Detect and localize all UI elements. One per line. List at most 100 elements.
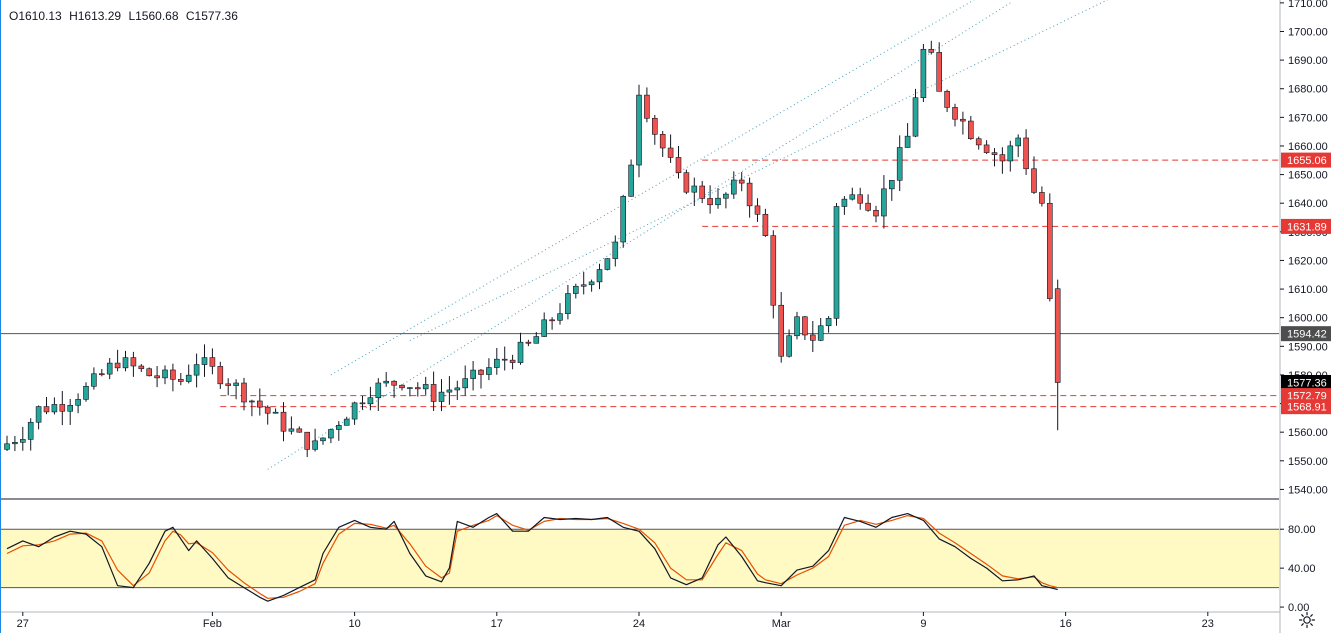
candle — [217, 361, 224, 389]
candle-body — [83, 385, 89, 400]
time-tick-label: Feb — [203, 618, 222, 630]
candle — [730, 171, 737, 199]
candle-body — [541, 319, 548, 337]
candle-body — [636, 94, 642, 166]
candle-body — [391, 380, 397, 386]
candle — [375, 378, 382, 411]
candle — [533, 332, 540, 344]
candle-body — [1054, 288, 1061, 383]
candle — [833, 203, 840, 326]
candle-body — [991, 152, 998, 155]
price-tick-label: 1540.00 — [1288, 484, 1328, 496]
candle-body — [343, 418, 350, 426]
time-tick-label: 16 — [1059, 618, 1071, 630]
candle — [233, 379, 239, 400]
candle — [106, 358, 113, 380]
stoch-band — [1, 529, 1279, 588]
candle-body — [122, 357, 129, 369]
candle-body — [185, 374, 192, 382]
candle — [67, 398, 73, 425]
candle — [754, 198, 761, 222]
candle — [1023, 129, 1029, 175]
price-tick-label: 1550.00 — [1288, 456, 1328, 468]
candle — [264, 405, 271, 425]
candle-body — [770, 235, 777, 306]
candle — [628, 159, 634, 197]
candle — [802, 316, 808, 341]
candle — [399, 384, 405, 391]
candle-body — [580, 284, 587, 287]
candle — [114, 349, 121, 372]
candle-body — [920, 48, 927, 99]
candle-body — [462, 378, 469, 389]
candle-body — [12, 441, 18, 445]
candle — [335, 421, 342, 441]
candle-body — [762, 213, 769, 236]
candle — [1031, 156, 1037, 194]
price-axis[interactable]: 1540.001550.001560.001570.001580.001590.… — [1279, 0, 1331, 633]
candle-body — [778, 304, 785, 357]
candle-body — [651, 117, 658, 135]
candle — [762, 208, 769, 237]
candle-body — [217, 366, 224, 385]
candle-body — [723, 193, 729, 199]
candle — [320, 437, 326, 445]
time-axis[interactable]: 27 Feb 10 17 24 Mar 9 16 23 — [1, 611, 1280, 630]
price-label-ref: 1594.42 — [1281, 326, 1331, 342]
price-tick-label: 1710.00 — [1288, 0, 1328, 10]
ohlc-legend: O1610.13 H1613.29 L1560.68 C1577.36 — [9, 9, 242, 23]
candle-body — [470, 369, 476, 379]
candle — [794, 311, 800, 340]
candle-body — [106, 362, 113, 375]
candle-body — [865, 202, 871, 211]
candle-body — [375, 382, 382, 398]
price-pane[interactable] — [1, 0, 1279, 500]
candle-body — [683, 172, 690, 193]
candle — [154, 366, 160, 388]
candle-body — [335, 425, 342, 430]
candle — [27, 418, 34, 451]
candle-body — [967, 120, 974, 140]
candle — [620, 194, 627, 248]
candle — [999, 147, 1006, 174]
candle-body — [138, 365, 145, 370]
candle-body — [1039, 192, 1045, 204]
candle — [770, 230, 777, 319]
candle — [343, 416, 350, 426]
time-tick-label: 17 — [491, 618, 503, 630]
candle — [651, 114, 658, 145]
candle — [241, 377, 247, 411]
candle — [312, 428, 318, 452]
candle — [983, 140, 990, 155]
candle-body — [675, 157, 682, 173]
candle-body — [1007, 145, 1014, 162]
candle-body — [288, 428, 295, 432]
time-tick-label: 24 — [633, 618, 645, 630]
candle — [1054, 279, 1061, 431]
candle — [675, 145, 682, 179]
candle-body — [912, 97, 919, 137]
candle-body — [99, 373, 105, 376]
candle-body — [320, 437, 326, 442]
candle — [486, 358, 492, 381]
candle — [636, 84, 642, 178]
candle-body — [999, 154, 1006, 162]
candle-body — [486, 367, 492, 375]
stochastic-axis[interactable]: 0.00 40.00 80.00 — [1280, 524, 1316, 614]
stoch-k-line — [6, 513, 1058, 602]
candle-body — [4, 443, 10, 450]
candle — [328, 428, 334, 444]
chart-settings-button[interactable] — [1297, 610, 1317, 630]
stochastic-pane[interactable] — [1, 513, 1279, 602]
price-label-bg — [1281, 218, 1331, 234]
candle — [809, 320, 816, 353]
candle — [580, 271, 587, 295]
candle — [786, 329, 792, 358]
candle-body — [359, 402, 366, 405]
legend-low: L1560.68 — [128, 9, 179, 23]
candle — [225, 378, 231, 396]
price-label-bg — [1281, 374, 1331, 390]
candle — [612, 235, 619, 267]
